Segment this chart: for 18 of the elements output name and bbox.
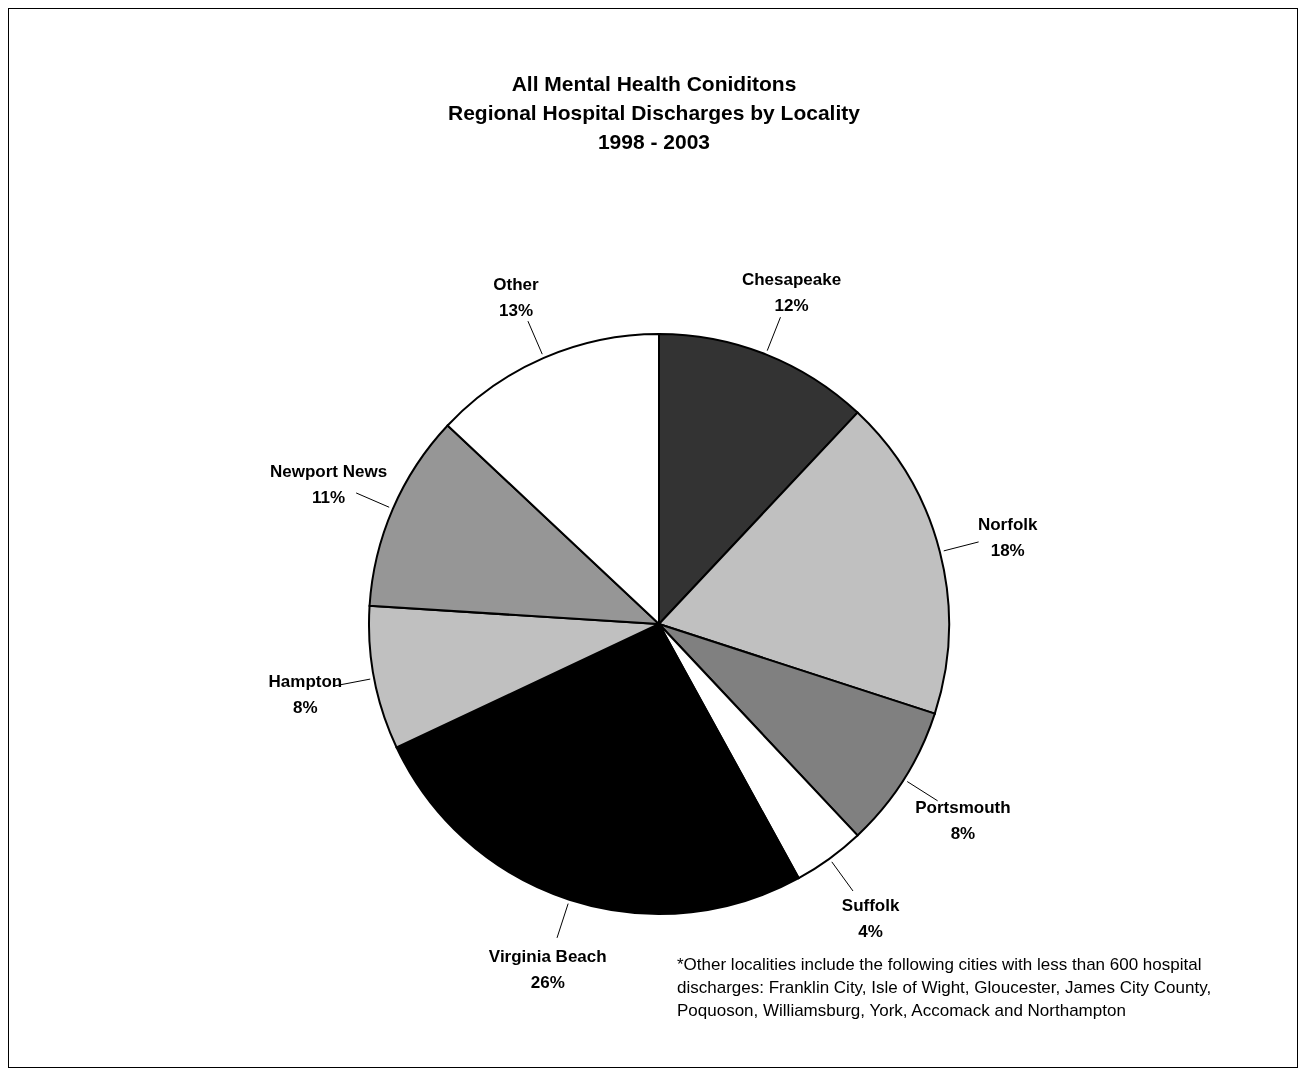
data-label: 8%: [293, 698, 318, 718]
data-label: 4%: [858, 922, 883, 942]
slice-label: Norfolk: [977, 515, 1038, 535]
data-label: 11%: [312, 488, 346, 508]
data-label: 13%: [499, 300, 534, 320]
data-label: 12%: [774, 296, 809, 316]
text: *Other localities include the following cities with less than 600 hospital discharges: Franklin City, Isle of Wight, Gloucester, James City County, Poquoson, Williamsburg, York, Accomack and Northampton: [677, 954, 1213, 1022]
slice-label: Newport News: [270, 462, 388, 482]
data-label: 18%: [990, 541, 1025, 561]
slice-label: Chesapeake: [741, 270, 842, 290]
chart-title: All Mental Health Coniditons Regional Hospital Discharges by Locality 1998 - 2003: [447, 71, 861, 155]
slice-label: Suffolk: [841, 896, 900, 916]
slice-label: Hampton: [268, 672, 343, 692]
data-label: 8%: [950, 823, 976, 843]
data-label: 26%: [530, 973, 565, 993]
slice-label: Portsmouth: [915, 797, 1011, 817]
slice-label: Virginia Beach: [488, 947, 607, 967]
slice-label: Other: [493, 274, 540, 294]
